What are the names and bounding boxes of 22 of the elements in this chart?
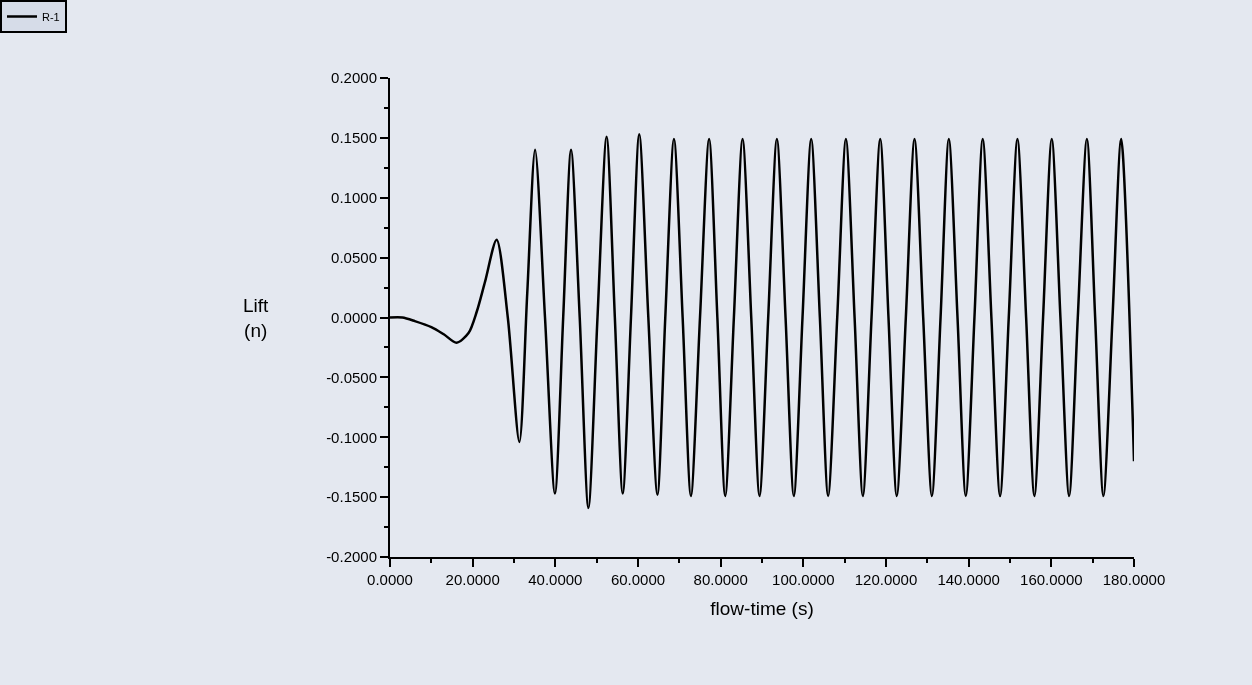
x-tick-label: 160.0000 xyxy=(1020,571,1083,588)
y-tick-label: 0.2000 xyxy=(331,69,377,87)
x-tick-label: 80.0000 xyxy=(693,571,748,588)
x-tick-label: 40.0000 xyxy=(528,571,583,588)
y-tick-label: 0.1500 xyxy=(331,129,377,147)
legend-label: R-1 xyxy=(42,10,60,23)
x-tick-label: 140.0000 xyxy=(937,571,1000,588)
x-tick-label: 120.0000 xyxy=(854,571,918,588)
y-tick-label: 0.1000 xyxy=(331,189,377,206)
y-tick-label: -0.2000 xyxy=(326,548,377,566)
y-axis-title: Lift (n) xyxy=(243,295,270,341)
y-tick-label: 0.0500 xyxy=(331,248,377,266)
x-tick-label: 100.0000 xyxy=(772,571,835,588)
x-tick-label: 20.0000 xyxy=(445,571,500,588)
x-tick-label: 180.0000 xyxy=(1102,571,1166,588)
y-tick-label: -0.1500 xyxy=(326,488,377,506)
x-tick-label: 0.0000 xyxy=(367,571,413,588)
x-axis-title: flow-time (s) xyxy=(710,598,814,620)
x-tick-label: 60.0000 xyxy=(610,571,666,588)
y-tick-label: 0.0000 xyxy=(331,308,377,326)
y-tick-label: -0.0500 xyxy=(326,368,377,386)
y-tick-label: -0.1000 xyxy=(326,428,377,446)
